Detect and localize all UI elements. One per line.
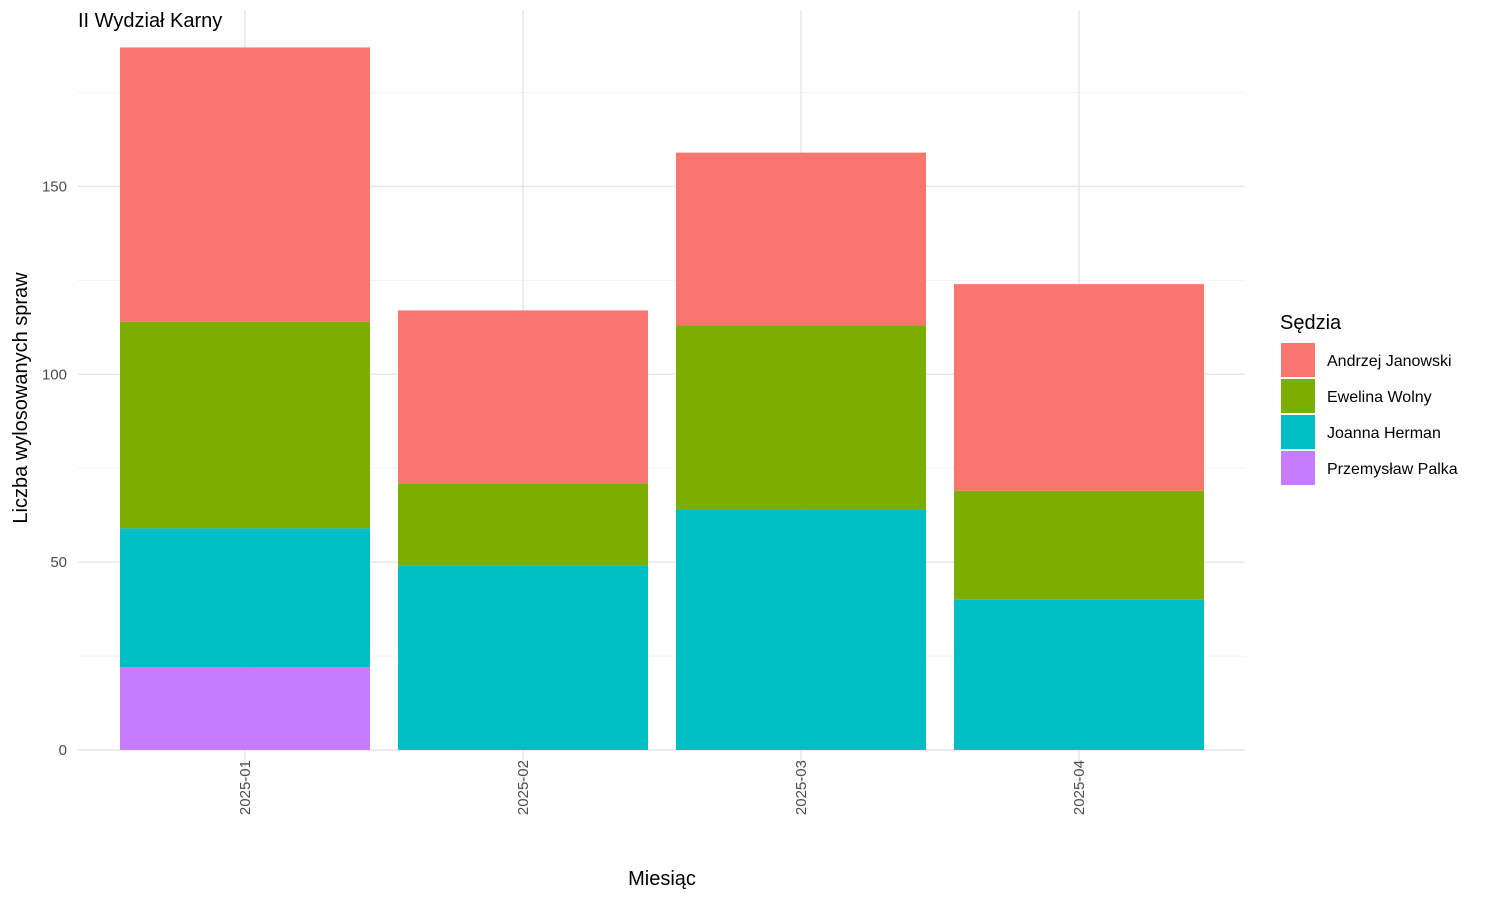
bar-segment — [954, 599, 1204, 750]
bar-segment — [954, 490, 1204, 600]
bar-segment — [120, 667, 370, 750]
legend-items: Andrzej Janowski Ewelina Wolny Joanna Herm… — [1281, 343, 1458, 485]
x-tick-label: 2025-02 — [515, 760, 532, 815]
x-axis-title: Miesiąc — [628, 868, 696, 890]
legend-label: Przemysław Palka — [1327, 461, 1458, 478]
y-axis-title: Liczba wylosowanych spraw — [10, 272, 32, 524]
bar-segment — [398, 310, 648, 484]
y-tick-label: 150 — [42, 178, 67, 195]
chart-title: II Wydział Karny — [78, 10, 222, 32]
legend: Sędzia Andrzej Janowski Ewelina Wolny Joan… — [1280, 312, 1458, 485]
x-tick-label: 2025-01 — [237, 760, 254, 815]
legend-title: Sędzia — [1280, 312, 1342, 334]
legend-label: Ewelina Wolny — [1327, 389, 1432, 406]
legend-swatch — [1281, 343, 1315, 377]
legend-label: Joanna Herman — [1327, 425, 1441, 442]
bar-segment — [676, 509, 926, 750]
bar-segment — [120, 47, 370, 322]
bar-segment — [676, 152, 926, 326]
y-tick-label: 50 — [50, 554, 67, 571]
bar-segment — [398, 483, 648, 566]
bar-segment — [398, 565, 648, 750]
bar-segment — [954, 284, 1204, 491]
bar-segment — [120, 528, 370, 668]
bars-layer — [120, 47, 1204, 750]
legend-swatch — [1281, 379, 1315, 413]
legend-label: Andrzej Janowski — [1327, 353, 1452, 370]
y-tick-label: 0 — [59, 742, 67, 759]
x-tick-label: 2025-03 — [793, 760, 810, 815]
y-tick-label: 100 — [42, 366, 67, 383]
legend-swatch — [1281, 451, 1315, 485]
bar-segment — [676, 325, 926, 510]
bar-segment — [120, 321, 370, 529]
axis-layer: 0 50 100 150 2025-01 2025-02 2025-03 2025-04 — [42, 178, 1088, 815]
legend-swatch — [1281, 415, 1315, 449]
x-tick-label: 2025-04 — [1071, 760, 1088, 815]
